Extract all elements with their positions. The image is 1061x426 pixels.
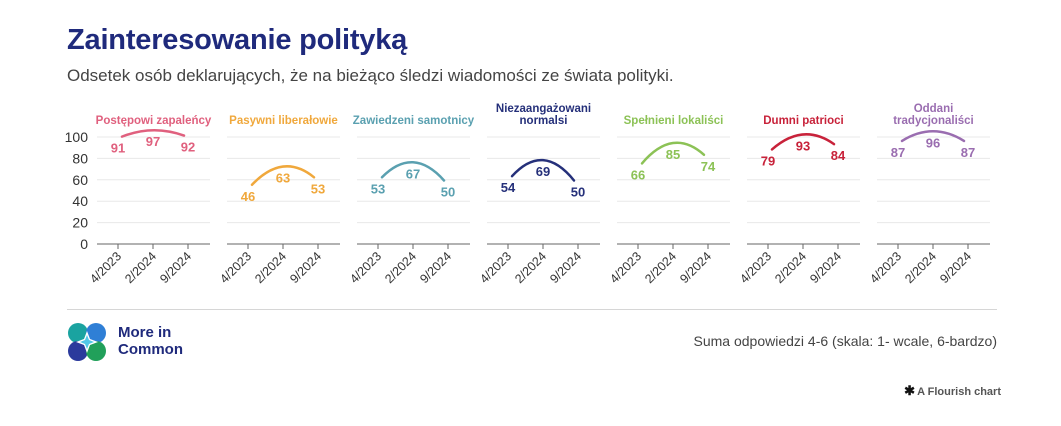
y-tick-label: 20 — [72, 215, 88, 231]
data-label: 69 — [536, 164, 550, 179]
series-line — [900, 130, 966, 143]
chart-subtitle: Odsetek osób deklarujących, że na bieżąc… — [67, 66, 674, 85]
more-in-common-logo-icon — [68, 323, 106, 361]
data-label: 50 — [441, 185, 455, 200]
data-label: 66 — [631, 167, 645, 182]
scale-footnote: Suma odpowiedzi 4-6 (skala: 1- wcale, 6-… — [693, 333, 997, 349]
data-label: 87 — [891, 145, 905, 160]
panel-title: Niezaangażowani — [496, 103, 591, 115]
y-tick-label: 40 — [72, 193, 88, 209]
y-tick-label: 100 — [65, 129, 89, 145]
data-label: 84 — [831, 148, 846, 163]
logo-text: More in Common — [118, 324, 183, 358]
logo-text-line2: Common — [118, 341, 183, 358]
x-tick-label: 2/2024 — [772, 249, 809, 286]
x-tick-label: 9/2024 — [807, 249, 844, 286]
x-tick-label: 2/2024 — [122, 249, 159, 286]
footer-divider — [67, 309, 997, 310]
panel-title: Postępowi zapaleńcy — [96, 115, 212, 127]
series-line — [380, 161, 446, 182]
data-label: 50 — [571, 185, 585, 200]
data-label: 63 — [276, 171, 290, 186]
data-label: 85 — [666, 147, 680, 162]
y-tick-label: 60 — [72, 172, 88, 188]
flourish-label: A Flourish chart — [917, 386, 1001, 398]
x-tick-label: 9/2024 — [677, 249, 714, 286]
data-label: 54 — [501, 180, 516, 195]
panel-title: Dumni patrioci — [763, 115, 844, 127]
panel-title: Oddani — [914, 103, 954, 115]
data-label: 97 — [146, 134, 160, 149]
x-tick-label: 9/2024 — [157, 249, 194, 286]
data-label: 53 — [311, 181, 325, 196]
x-tick-label: 4/2023 — [347, 249, 384, 286]
x-tick-label: 4/2023 — [217, 249, 254, 286]
data-label: 46 — [241, 189, 255, 204]
series-line — [120, 128, 186, 138]
x-tick-label: 4/2023 — [477, 249, 514, 286]
data-label: 93 — [796, 138, 810, 153]
x-tick-label: 4/2023 — [737, 249, 774, 286]
data-label: 67 — [406, 166, 420, 181]
series-line — [250, 165, 316, 187]
panel-title: tradycjonaliści — [893, 115, 974, 127]
series-line — [640, 141, 706, 165]
x-tick-label: 4/2023 — [87, 249, 124, 286]
x-tick-label: 9/2024 — [417, 249, 454, 286]
data-label: 79 — [761, 153, 775, 168]
series-line — [510, 158, 576, 182]
data-label: 53 — [371, 181, 385, 196]
chart-title: Zainteresowanie polityką — [67, 24, 408, 56]
data-label: 87 — [961, 145, 975, 160]
x-tick-label: 4/2023 — [607, 249, 644, 286]
data-label: 91 — [111, 141, 125, 156]
logo-text-line1: More in — [118, 324, 172, 341]
data-label: 92 — [181, 140, 195, 155]
data-label: 96 — [926, 135, 940, 150]
x-tick-label: 9/2024 — [287, 249, 324, 286]
x-tick-label: 2/2024 — [382, 249, 419, 286]
asterisk-icon: ✱ — [904, 383, 916, 398]
data-label: 74 — [701, 159, 716, 174]
panel-title: Zawiedzeni samotnicy — [353, 115, 475, 127]
x-tick-label: 9/2024 — [937, 249, 974, 286]
y-tick-label: 80 — [72, 150, 88, 166]
panel-title: Pasywni liberałowie — [229, 115, 338, 127]
x-tick-label: 2/2024 — [642, 249, 679, 286]
x-tick-label: 2/2024 — [902, 249, 939, 286]
x-tick-label: 2/2024 — [512, 249, 549, 286]
series-line — [770, 133, 836, 151]
x-tick-label: 9/2024 — [547, 249, 584, 286]
flourish-credit[interactable]: ✱ A Flourish chart — [904, 383, 1001, 399]
panel-title: Spełnieni lokaliści — [624, 115, 724, 127]
panel-title: normalsi — [520, 115, 568, 127]
x-tick-label: 2/2024 — [252, 249, 289, 286]
y-tick-label: 0 — [80, 236, 88, 252]
x-tick-label: 4/2023 — [867, 249, 904, 286]
